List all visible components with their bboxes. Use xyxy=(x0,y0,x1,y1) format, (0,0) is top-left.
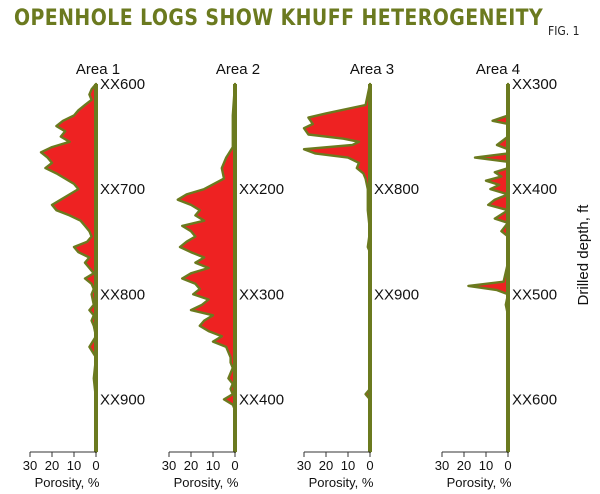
area-3-porosity-area xyxy=(302,82,372,454)
area-2-x-tick-label: 20 xyxy=(184,458,198,473)
area-4-x-tick-label: 20 xyxy=(457,458,471,473)
area-1-depth-label: XX600 xyxy=(100,76,145,93)
area-1-title: Area 1 xyxy=(76,61,120,78)
area-1-depth-label: XX800 xyxy=(100,286,145,303)
area-3-x-tick-label: 30 xyxy=(297,458,311,473)
area-3-x-tick-label: 0 xyxy=(366,458,373,473)
area-3-depth-label: XX900 xyxy=(374,286,419,303)
area-4-depth-label: XX600 xyxy=(512,391,557,408)
area-1-x-tick-label: 0 xyxy=(92,458,99,473)
area-3-x-tick-label: 10 xyxy=(341,458,355,473)
area-1-depth-label: XX900 xyxy=(100,391,145,408)
area-1-depth-label: XX700 xyxy=(100,181,145,198)
page-title: OPENHOLE LOGS SHOW KHUFF HETEROGENEITY xyxy=(14,6,544,31)
area-3-x-axis-label: Porosity, % xyxy=(309,475,374,490)
area-3-title: Area 3 xyxy=(350,61,394,78)
area-4-depth-label: XX400 xyxy=(512,181,557,198)
area-2-depth-label: XX200 xyxy=(239,181,284,198)
area-2-x-tick-label: 30 xyxy=(162,458,176,473)
area-4-depth-label: XX300 xyxy=(512,76,557,93)
area-2-panel: Area 2 XX200 XX300 XX400 30 20 10 0 Porosity, % xyxy=(162,61,284,490)
area-2-title: Area 2 xyxy=(216,61,260,78)
area-1-x-axis-label: Porosity, % xyxy=(35,475,100,490)
area-4-x-tick-label: 30 xyxy=(435,458,449,473)
area-2-depth-label: XX300 xyxy=(239,286,284,303)
area-2-x-axis-label: Porosity, % xyxy=(174,475,239,490)
area-2-x-tick-label: 10 xyxy=(206,458,220,473)
area-3-x-tick-label: 20 xyxy=(319,458,333,473)
area-1-porosity-area xyxy=(39,82,98,454)
area-4-x-axis-label: Porosity, % xyxy=(447,475,512,490)
area-4-x-tick-label: 0 xyxy=(504,458,511,473)
area-4-depth-label: XX500 xyxy=(512,286,557,303)
figure-label: FIG. 1 xyxy=(548,24,580,38)
area-1-x-tick-label: 30 xyxy=(23,458,37,473)
area-2-depth-label: XX400 xyxy=(239,391,284,408)
area-3-depth-label: XX800 xyxy=(374,181,419,198)
area-2-porosity-area xyxy=(176,82,237,454)
area-4-title: Area 4 xyxy=(476,61,520,78)
area-4-x-tick-label: 10 xyxy=(479,458,493,473)
right-axis-label: Drilled depth, ft xyxy=(575,204,592,306)
area-4-porosity-area xyxy=(467,82,510,454)
area-3-panel: Area 3 XX800 XX900 30 20 10 0 Porosity, % xyxy=(297,61,419,490)
area-2-x-tick-label: 0 xyxy=(231,458,238,473)
area-1-x-tick-label: 10 xyxy=(67,458,81,473)
area-1-x-tick-label: 20 xyxy=(45,458,59,473)
